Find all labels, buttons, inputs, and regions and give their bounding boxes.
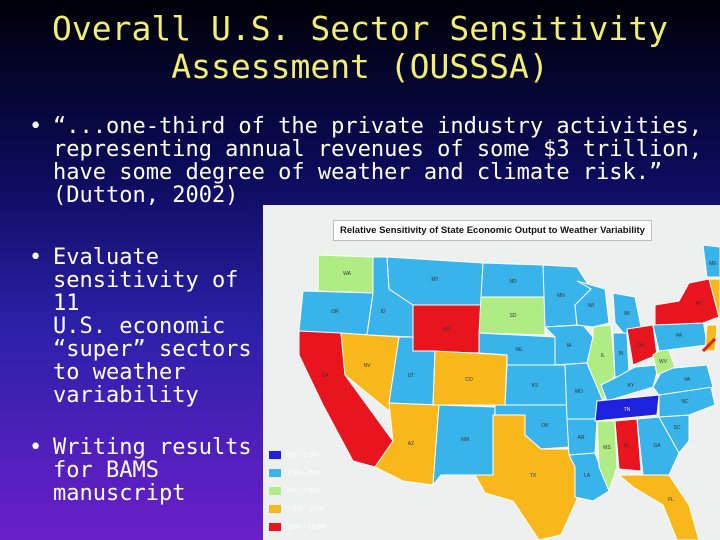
- legend-item: 5% - 7.5%: [269, 482, 327, 500]
- slide-title: Overall U.S. Sector Sensitivity Assessme…: [0, 10, 720, 86]
- state-MS: [596, 420, 618, 493]
- state-NE-region: [708, 278, 720, 318]
- legend-label: 5% - 7.5%: [287, 487, 320, 495]
- state-label-IL: IL: [601, 353, 605, 359]
- slide-title-line-1: Overall U.S. Sector Sensitivity: [52, 9, 668, 48]
- state-label-ID: ID: [381, 309, 386, 315]
- bullet-marker: •: [29, 245, 43, 270]
- state-label-NY: NY: [696, 301, 704, 307]
- state-label-NM: NM: [461, 437, 469, 443]
- state-label-NE: NE: [516, 347, 524, 353]
- state-label-TX: TX: [530, 473, 537, 479]
- bullet-line: to weather: [53, 360, 186, 385]
- map-title: Relative Sensitivity of State Economic O…: [333, 220, 652, 241]
- state-ME: [702, 244, 720, 278]
- state-TN: [594, 394, 660, 422]
- bullet-line: “...one-third of the private industry ac…: [53, 114, 703, 139]
- bullet-marker: •: [29, 435, 43, 460]
- legend-item: 10% - 13.6%: [269, 518, 327, 536]
- state-label-AL: AL: [624, 443, 630, 449]
- state-label-MT: MT: [431, 277, 438, 283]
- bullet-line: representing annual revenues of some $3 …: [53, 137, 703, 162]
- legend-item: 7.5% - 10%: [269, 500, 327, 518]
- state-label-SC: SC: [674, 425, 681, 431]
- bullet-quote: • “...one-third of the private industry …: [29, 114, 703, 208]
- bullet-writing: • Writing results for BAMS manuscript: [29, 435, 263, 506]
- bullet-line: have some degree of weather and climate …: [53, 160, 663, 185]
- state-TX: [474, 414, 580, 540]
- state-WI: [574, 280, 610, 328]
- legend-swatch: [269, 505, 281, 513]
- state-label-GA: GA: [653, 443, 661, 449]
- state-label-ND: ND: [509, 279, 517, 285]
- state-label-IA: IA: [567, 343, 572, 349]
- legend-label: 2.5% - 5%: [287, 469, 320, 477]
- state-label-IN: IN: [619, 351, 624, 357]
- state-AL: [614, 418, 642, 472]
- bullet-line: Evaluate: [53, 245, 159, 270]
- bullet-line: variability: [53, 383, 199, 408]
- legend-item: 2.5% - 5%: [269, 464, 327, 482]
- state-label-TN: TN: [624, 407, 631, 413]
- state-label-NC: NC: [681, 399, 689, 405]
- bullet-line: U.S. economic: [53, 314, 226, 339]
- bullet-line: Writing results: [53, 435, 252, 460]
- bullet-line: manuscript: [53, 481, 186, 506]
- legend-label: 7.5% - 10%: [287, 505, 324, 513]
- us-state-map: WA OR CA ID NV MT WY UT AZ CO NM ND SD N…: [298, 244, 720, 540]
- state-label-VA: VA: [684, 377, 691, 383]
- legend-swatch: [269, 487, 281, 495]
- state-label-FL: FL: [668, 497, 674, 503]
- sensitivity-map: WA OR CA ID NV MT WY UT AZ CO NM ND SD N…: [263, 205, 720, 540]
- state-label-WY: WY: [443, 327, 452, 333]
- state-FL: [617, 474, 700, 540]
- bullet-line: “super” sectors: [53, 337, 252, 362]
- state-label-MI: MI: [624, 311, 630, 317]
- state-SD: [478, 296, 546, 336]
- state-label-CO: CO: [465, 377, 473, 383]
- state-label-AZ: AZ: [408, 441, 414, 447]
- state-label-ME: ME: [709, 261, 717, 267]
- state-label-NV: NV: [364, 363, 372, 369]
- state-NY: [654, 278, 720, 326]
- state-label-WV: WV: [659, 359, 668, 365]
- legend-swatch: [269, 523, 281, 531]
- bullet-line: for BAMS: [53, 458, 159, 483]
- state-label-CA: CA: [322, 373, 330, 379]
- state-label-OH: OH: [637, 343, 645, 349]
- state-label-AR: AR: [578, 435, 585, 441]
- legend-swatch: [269, 469, 281, 477]
- state-label-PA: PA: [676, 333, 683, 339]
- legend-label: 0% - 2.5%: [287, 451, 320, 459]
- state-label-OK: OK: [541, 423, 549, 429]
- state-label-WI: WI: [588, 303, 594, 309]
- state-label-WA: WA: [343, 271, 352, 277]
- state-label-UT: UT: [408, 373, 415, 379]
- state-label-MN: MN: [557, 293, 565, 299]
- state-label-OR: OR: [331, 309, 339, 315]
- bullet-evaluate: • Evaluate sensitivity of 11 U.S. econom…: [29, 245, 263, 408]
- bullet-marker: •: [29, 114, 43, 139]
- state-label-KY: KY: [628, 383, 635, 389]
- state-NV: [340, 332, 400, 412]
- state-label-MS: MS: [603, 445, 611, 451]
- state-GA: [636, 416, 680, 476]
- map-legend: 0% - 2.5% 2.5% - 5% 5% - 7.5% 7.5% - 10%…: [269, 446, 327, 536]
- legend-label: 10% - 13.6%: [287, 523, 328, 531]
- bullet-line: sensitivity of 11: [53, 268, 239, 316]
- bullet-line: (Dutton, 2002): [53, 183, 239, 208]
- state-border-accent: [701, 337, 717, 353]
- legend-item: 0% - 2.5%: [269, 446, 327, 464]
- state-label-MO: MO: [575, 389, 583, 395]
- state-label-LA: LA: [584, 473, 591, 479]
- state-NM: [432, 404, 496, 487]
- state-label-KS: KS: [532, 383, 539, 389]
- slide-title-line-2: Assessment (OUSSSA): [171, 47, 549, 86]
- state-label-SD: SD: [510, 313, 517, 319]
- legend-swatch: [269, 451, 281, 459]
